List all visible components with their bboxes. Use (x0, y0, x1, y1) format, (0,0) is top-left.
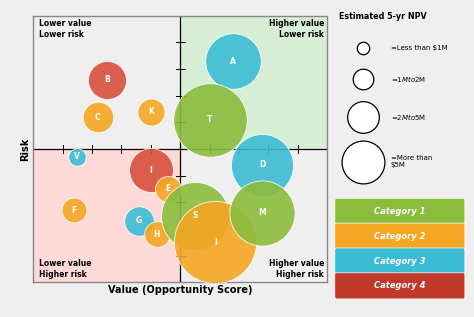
Text: S: S (192, 211, 198, 220)
Point (360, 46, 367, 51)
Text: Lower value
Lower risk: Lower value Lower risk (39, 18, 91, 39)
Y-axis label: Risk: Risk (20, 137, 30, 161)
Point (135, 218, 143, 223)
Bar (33, 149, 180, 282)
Text: Category 1: Category 1 (374, 207, 426, 216)
Text: B: B (104, 75, 109, 84)
FancyBboxPatch shape (335, 198, 465, 224)
Point (73, 154, 81, 159)
Point (360, 77, 367, 82)
Text: H: H (154, 230, 160, 239)
Text: I: I (149, 166, 152, 175)
Text: T: T (207, 115, 212, 124)
Text: E: E (166, 184, 171, 193)
Point (147, 109, 155, 114)
Point (360, 114, 367, 119)
Point (206, 117, 213, 122)
Text: C: C (95, 113, 100, 121)
Point (191, 213, 199, 218)
Point (164, 186, 172, 191)
Point (259, 162, 266, 167)
Text: I: I (214, 238, 217, 247)
Point (153, 232, 160, 237)
Text: Higher value
Higher risk: Higher value Higher risk (269, 259, 324, 280)
Point (103, 77, 110, 82)
Text: Category 3: Category 3 (374, 256, 426, 266)
Text: Estimated 5-yr NPV: Estimated 5-yr NPV (338, 12, 427, 22)
Point (71, 208, 78, 213)
Text: =Less than $1M: =Less than $1M (391, 45, 447, 51)
Point (360, 159, 367, 164)
Point (147, 168, 155, 173)
Text: =More than
$5M: =More than $5M (391, 155, 432, 168)
Text: F: F (72, 206, 77, 215)
Text: K: K (148, 107, 154, 116)
Bar (180, 16, 327, 149)
FancyBboxPatch shape (335, 248, 465, 274)
Point (211, 240, 219, 245)
Text: Category 4: Category 4 (374, 281, 426, 290)
FancyBboxPatch shape (335, 273, 465, 299)
X-axis label: Value (Opportunity Score): Value (Opportunity Score) (108, 285, 252, 295)
Bar (180, 149, 327, 282)
Text: =$2M to $5M: =$2M to $5M (391, 112, 426, 121)
Bar (33, 16, 180, 149)
Text: M: M (258, 208, 266, 217)
Text: A: A (230, 57, 236, 66)
Text: V: V (74, 152, 80, 161)
Text: D: D (259, 160, 265, 170)
Text: Higher value
Lower risk: Higher value Lower risk (269, 18, 324, 39)
FancyBboxPatch shape (335, 223, 465, 249)
Text: Category 2: Category 2 (374, 232, 426, 241)
Point (94, 114, 101, 120)
Text: G: G (136, 217, 142, 225)
Text: =$1M to $2M: =$1M to $2M (391, 74, 426, 84)
Point (229, 59, 237, 64)
Point (259, 210, 266, 216)
Text: Lower value
Higher risk: Lower value Higher risk (39, 259, 91, 280)
